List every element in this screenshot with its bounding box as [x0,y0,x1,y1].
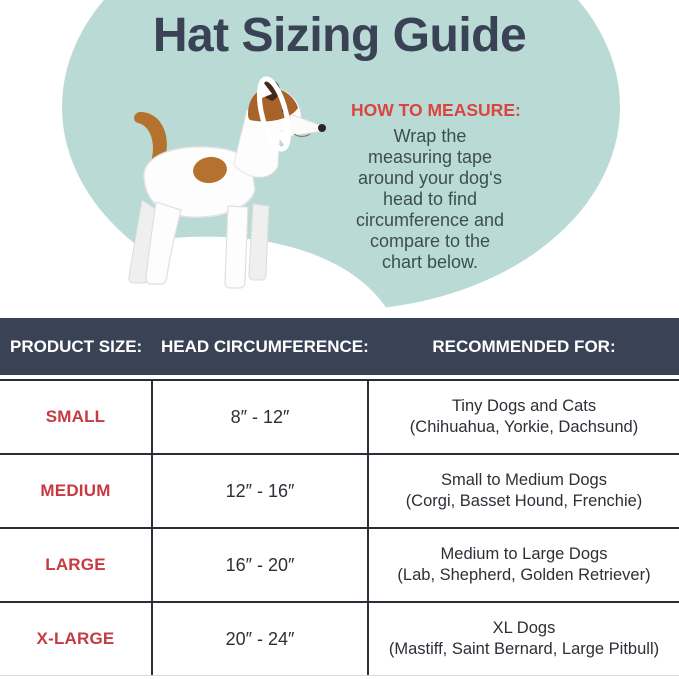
how-to-measure-heading: HOW TO MEASURE: [351,100,521,120]
table-row-x-large: X-LARGE 20″ - 24″ XL Dogs (Mastiff, Sain… [0,601,679,675]
how-to-measure-block: HOW TO MEASURE: Wrap the measuring tape … [351,100,521,273]
circumference-cell: 16″ - 20″ [153,529,369,601]
size-cell: MEDIUM [0,455,153,527]
sizing-table-body: SMALL 8″ - 12″ Tiny Dogs and Cats (Chihu… [0,379,679,676]
table-row-small: SMALL 8″ - 12″ Tiny Dogs and Cats (Chihu… [0,379,679,453]
size-cell: X-LARGE [0,603,153,675]
header-recommended-for: RECOMMENDED FOR: [432,336,616,356]
circumference-cell: 12″ - 16″ [153,455,369,527]
recommended-line-1: Medium to Large Dogs [440,545,608,563]
hero-section: Hat Sizing Guide HOW TO MEASURE: Wrap th… [0,0,679,318]
size-cell: LARGE [0,529,153,601]
recommended-line-2: (Chihuahua, Yorkie, Dachsund) [409,418,639,436]
recommended-line-2: (Corgi, Basset Hound, Frenchie) [405,492,643,510]
recommended-cell: XL Dogs (Mastiff, Saint Bernard, Large P… [369,603,679,675]
recommended-line-1: Tiny Dogs and Cats [451,397,597,415]
recommended-cell: Medium to Large Dogs (Lab, Shepherd, Gol… [369,529,679,601]
page-title: Hat Sizing Guide [152,9,527,62]
recommended-line-1: Small to Medium Dogs [441,471,607,489]
table-row-large: LARGE 16″ - 20″ Medium to Large Dogs (La… [0,527,679,601]
recommended-line-2: (Lab, Shepherd, Golden Retriever) [397,566,651,584]
jack-russell-dog-image [128,76,326,289]
circumference-cell: 20″ - 24″ [153,603,369,675]
recommended-line-2: (Mastiff, Saint Bernard, Large Pitbull) [388,640,660,658]
recommended-cell: Small to Medium Dogs (Corgi, Basset Houn… [369,455,679,527]
recommended-cell: Tiny Dogs and Cats (Chihuahua, Yorkie, D… [369,381,679,453]
table-row-medium: MEDIUM 12″ - 16″ Small to Medium Dogs (C… [0,453,679,527]
circular-measuring-arrow-icon [256,76,292,152]
sizing-table-header-row: PRODUCT SIZE: HEAD CIRCUMFERENCE: RECOMM… [0,318,679,375]
recommended-line-1: XL Dogs [492,619,556,637]
size-cell: SMALL [0,381,153,453]
dog-illustration [98,70,338,300]
circumference-cell: 8″ - 12″ [153,381,369,453]
header-product-size: PRODUCT SIZE: [10,336,143,356]
how-to-measure-text: Wrap the measuring tape around your dog‘… [355,126,505,272]
header-head-circumference: HEAD CIRCUMFERENCE: [161,336,369,356]
